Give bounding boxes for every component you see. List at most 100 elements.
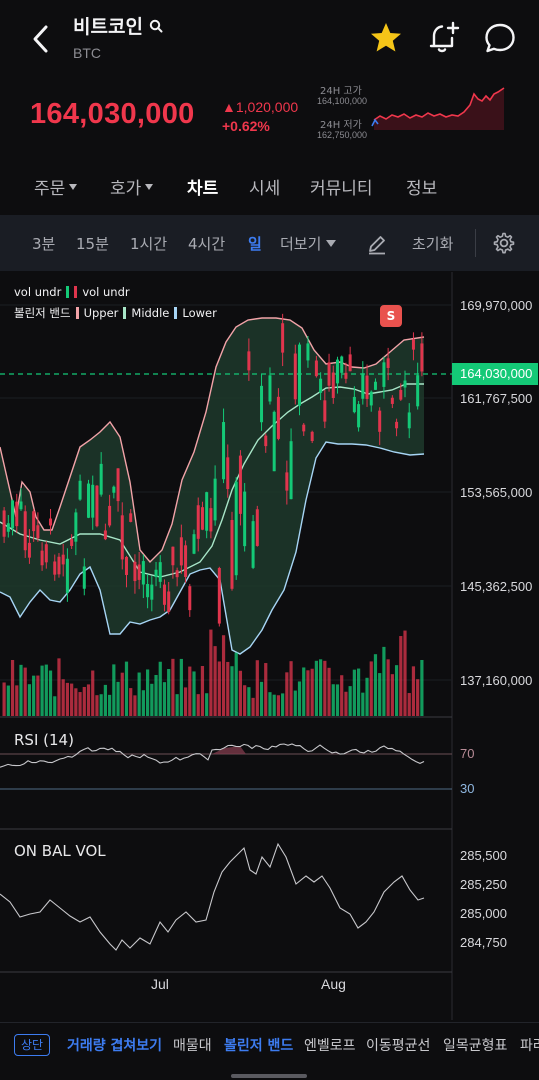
tab-market[interactable]: 시세 (249, 179, 281, 199)
obv-tick: 284,750 (460, 935, 507, 950)
candle-body (319, 378, 323, 393)
volume-bar (53, 696, 57, 716)
candle-body (390, 397, 394, 404)
gear-icon[interactable] (492, 231, 516, 255)
interval-1h[interactable]: 1시간 (130, 235, 168, 253)
volume-bar (255, 660, 259, 716)
candle-body (399, 389, 403, 400)
back-arrow-icon[interactable] (28, 22, 54, 56)
candle-body (116, 468, 120, 502)
candle-body (95, 485, 99, 527)
bell-add-icon[interactable] (425, 20, 461, 56)
interval-3m[interactable]: 3분 (32, 235, 56, 253)
volume-bar (27, 684, 32, 716)
indicator-volume-profile[interactable]: 매물대 (173, 1038, 212, 1054)
volume-bar (234, 652, 238, 716)
pencil-icon[interactable] (366, 233, 388, 255)
volume-bar (179, 658, 183, 716)
candle-body (378, 410, 382, 432)
candle-body (6, 523, 10, 532)
volume-bar (378, 673, 382, 716)
candle-body (137, 564, 141, 580)
indicator-parabolic[interactable]: 파라 (520, 1038, 539, 1054)
volume-bar (335, 684, 340, 716)
volume-bar (57, 658, 61, 716)
volume-bar (167, 668, 171, 716)
candle-body (65, 558, 69, 593)
price-tick: 145,362,500 (460, 579, 533, 594)
volume-bar (78, 692, 82, 716)
rsi-line (0, 743, 425, 768)
candle-body (251, 521, 255, 568)
bollinger-middle-line (0, 383, 424, 578)
candle-body (213, 478, 217, 521)
volume-bar (302, 667, 306, 716)
volume-bar (361, 692, 365, 716)
tab-orderbook[interactable]: 호가 (110, 174, 154, 199)
tab-info[interactable]: 정보 (406, 179, 438, 199)
price-chart[interactable] (0, 272, 539, 1020)
candle-body (184, 545, 188, 577)
date-label-jul: Jul (151, 976, 169, 992)
volume-bar (171, 658, 175, 716)
search-icon[interactable] (149, 19, 163, 33)
volume-bar (116, 681, 120, 716)
volume-bar (407, 693, 411, 716)
sell-signal-badge[interactable]: S (380, 305, 402, 327)
volume-bar (319, 659, 323, 716)
volume-bar (230, 666, 234, 716)
legend-bollinger: 볼린저 밴드 Upper Middle Lower (14, 306, 217, 320)
candle-body (158, 562, 162, 582)
bollinger-lower-line (0, 441, 425, 655)
volume-bar (272, 694, 276, 716)
volume-bar (196, 694, 200, 716)
volume-bar (226, 661, 230, 716)
chat-icon[interactable] (482, 20, 518, 56)
obv-tick: 285,250 (460, 877, 507, 892)
indicator-moving-average[interactable]: 이동평균선 (366, 1038, 431, 1054)
header: 비트코인 BTC (0, 0, 539, 80)
volume-bar (243, 685, 247, 716)
volume-bar (365, 677, 369, 716)
chart-area[interactable]: vol undr vol undr 볼린저 밴드 Upper Middle Lo… (0, 272, 539, 1020)
tab-order[interactable]: 주문 (34, 174, 78, 199)
volume-bar (221, 635, 226, 716)
volume-bar (65, 682, 70, 716)
volume-bar (74, 688, 78, 716)
tab-chart[interactable]: 차트 (187, 179, 219, 199)
reset-button[interactable]: 초기화 (412, 235, 454, 253)
candle-body (120, 515, 124, 560)
candle-body (327, 362, 331, 386)
interval-15m[interactable]: 15분 (76, 235, 109, 253)
indicator-ichimoku[interactable]: 일목균형표 (443, 1038, 508, 1054)
indicator-volume-overlay[interactable]: 거래량 겹쳐보기 (67, 1038, 163, 1054)
candle-body (243, 491, 247, 547)
indicator-bollinger[interactable]: 볼린저 밴드 (224, 1038, 294, 1054)
indicator-position-pill[interactable]: 상단 (14, 1034, 51, 1056)
more-button[interactable]: 더보기 (280, 233, 337, 254)
candle-body (209, 508, 213, 532)
candle-body (331, 372, 335, 398)
volume-bar (289, 661, 293, 716)
indicator-envelope[interactable]: 엔벨로프 (304, 1038, 356, 1054)
coin-title[interactable]: 비트코인 BTC (73, 12, 163, 61)
candle-body (373, 381, 377, 390)
candle-body (365, 375, 369, 399)
interval-4h[interactable]: 4시간 (188, 235, 226, 253)
star-icon[interactable] (368, 20, 404, 56)
tab-community[interactable]: 커뮤니티 (310, 179, 373, 199)
candle-body (82, 566, 86, 589)
volume-bar (200, 666, 205, 716)
obv-tick: 285,000 (460, 906, 507, 921)
candle-body (99, 463, 103, 495)
volume-bar (264, 663, 268, 716)
volume-bar (213, 646, 217, 716)
candle-body (91, 484, 95, 518)
volume-bar (44, 664, 48, 716)
candle-body (369, 391, 373, 406)
price-summary: 164,030,000 ▲1,020,000 +0.62% 24H 고가 164… (0, 86, 539, 146)
interval-day[interactable]: 일 (248, 235, 262, 253)
volume-bar (314, 660, 318, 716)
candle-body (32, 511, 36, 532)
caret-down-icon (145, 183, 154, 190)
